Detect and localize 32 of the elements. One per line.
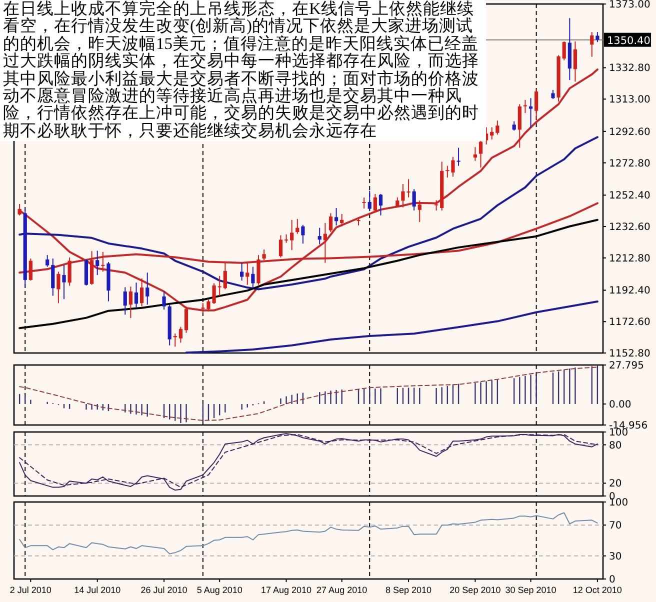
y-tick-label: 1332.80 [609,63,650,74]
x-tick-label: 20 Sep 2010 [450,585,501,595]
x-tick-label: 14 Jul 2010 [74,585,121,595]
y-tick-label: 100 [609,428,628,438]
y-tick-label: 1292.60 [609,126,650,138]
y-tick-label: 20 [609,478,622,490]
y-tick-label: 0.00 [609,400,632,411]
y-tick-label: 1172.60 [609,317,650,328]
y-tick-label: 1272.80 [609,158,650,170]
y-tick-label: 80 [609,440,622,452]
y-tick-label: 1152.80 [609,348,650,360]
y-tick-label: 1373.00 [609,0,650,10]
x-tick-label: 26 Jul 2010 [140,585,188,595]
y-tick-label: 1313.00 [609,94,650,106]
x-tick-label: 8 Sep 2010 [385,585,432,595]
y-tick-label: 27.795 [609,360,644,372]
y-tick-label: 0 [609,574,616,586]
x-tick-label: 12 Oct 2010 [572,585,622,595]
y-tick-label: 1232.60 [609,222,650,234]
y-tick-label: 1192.40 [609,286,650,297]
x-tick-label: 27 Aug 2010 [316,585,368,595]
ref-line-label: 1350.40 [607,34,650,47]
y-tick-label: 1212.80 [609,253,650,264]
y-tick-label: 100 [609,498,628,508]
y-tick-label: 70 [609,520,622,532]
y-tick-label: 1252.40 [609,190,650,202]
annotation: 在日线上收成不算完全的上吊线形态，在K线信号上依然能继续看空，在行情没发生改变(创新高)的情况下依然是大家进场测试的的机会，昨天波幅15美元；值得注意的是昨天阳线实体已经盖过大跌幅的阴线实体，在交易中每一种选择都存在风险，而选择其中风险最小利益最大是交易者不断寻找的；面对市场的价格波动不愿意冒险激进的等待接近高点再进场也是交易其中一种风险，行情依然存在上冲可能，交易的失败是交易中必然遇到的时期不必耿耿于怀，只要还能继续交易机会永远存在 [0,0,486,142]
y-tick-label: 30 [609,551,622,562]
x-tick-label: 2 Jul 2010 [10,585,52,595]
x-tick-label: 30 Sep 2010 [505,585,556,595]
x-tick-label: 17 Aug 2010 [260,585,312,595]
x-tick-label: 5 Aug 2010 [196,585,242,595]
